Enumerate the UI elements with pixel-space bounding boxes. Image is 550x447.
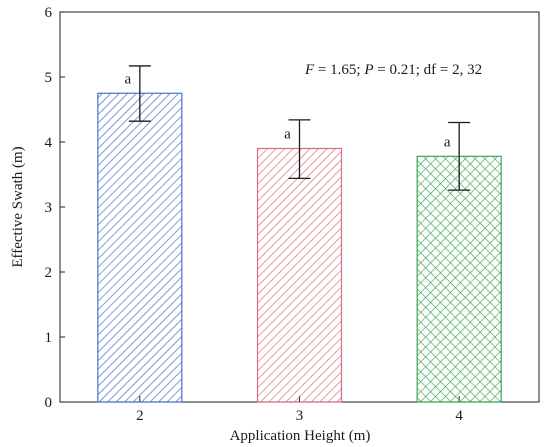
x-axis-label: Application Height (m) [230, 428, 371, 444]
error-bar-height-2 [128, 65, 151, 122]
y-tick-label: 3 [45, 200, 53, 216]
y-tick-label: 2 [45, 265, 53, 281]
bar-height-4 [416, 155, 502, 403]
significance-letter: a [284, 127, 291, 143]
y-tick-label: 1 [45, 330, 53, 346]
y-tick-label: 5 [45, 70, 53, 86]
error-bar-height-4 [448, 121, 471, 191]
x-tick-label: 3 [296, 408, 304, 424]
bar-height-2 [97, 92, 183, 403]
error-bar-height-3 [288, 119, 311, 180]
significance-letters: a a a [124, 71, 450, 150]
significance-letter: a [444, 134, 451, 150]
x-tick-label: 2 [136, 408, 144, 424]
f-symbol: F [304, 62, 315, 78]
y-tick-label: 6 [45, 5, 53, 21]
y-axis: 0 1 2 3 4 5 6 [45, 5, 65, 411]
f-value: = 1.65; [314, 62, 364, 78]
p-symbol: P [363, 62, 373, 78]
y-axis-label: Effective Swath (m) [10, 146, 26, 267]
x-tick-label: 4 [455, 408, 463, 424]
y-tick-label: 0 [45, 395, 53, 411]
y-tick-label: 4 [45, 135, 53, 151]
error-bars [128, 65, 471, 191]
plot-area: 0 1 2 3 4 5 6 2 3 4 a a a [45, 5, 540, 424]
p-value: = 0.21; df = 2, 32 [373, 62, 482, 78]
stats-annotation: F = 1.65; P = 0.21; df = 2, 32 [304, 62, 482, 78]
significance-letter: a [124, 71, 131, 87]
bar-height-3 [256, 147, 343, 403]
